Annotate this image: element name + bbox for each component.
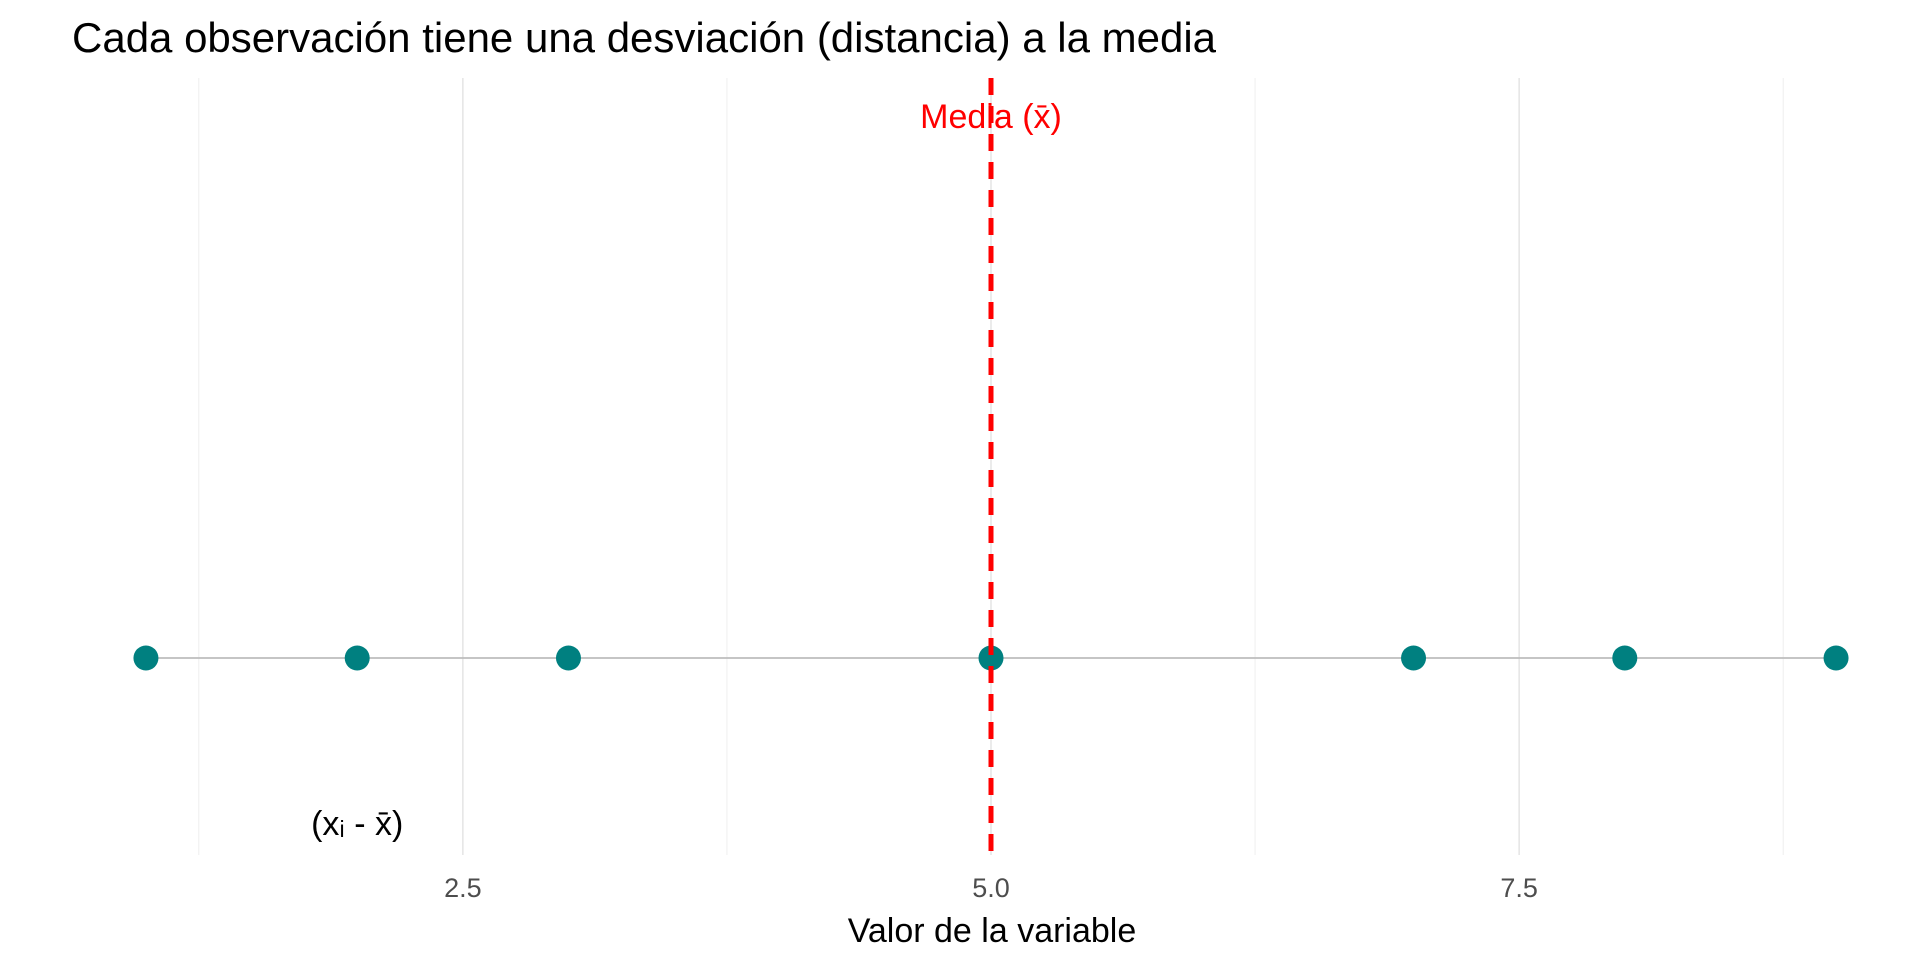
grid-layer	[198, 78, 1784, 855]
x-tick-label: 7.5	[1500, 873, 1538, 903]
data-point	[1823, 645, 1849, 671]
x-tick-labels: 2.5 5.0 7.5	[444, 873, 1538, 903]
x-tick-label: 5.0	[972, 873, 1010, 903]
data-point	[978, 645, 1004, 671]
data-point	[133, 645, 159, 671]
data-point	[1401, 645, 1427, 671]
x-axis-title: Valor de la variable	[848, 912, 1137, 950]
data-point	[344, 645, 370, 671]
x-tick-label: 2.5	[444, 873, 482, 903]
points-layer	[133, 645, 1849, 671]
mean-label: Media (x̄)	[920, 98, 1062, 136]
deviation-annotation: (xᵢ - x̄)	[311, 805, 403, 843]
data-point	[1612, 645, 1638, 671]
data-point	[555, 645, 581, 671]
chart-title: Cada observación tiene una desviación (d…	[72, 14, 1217, 61]
